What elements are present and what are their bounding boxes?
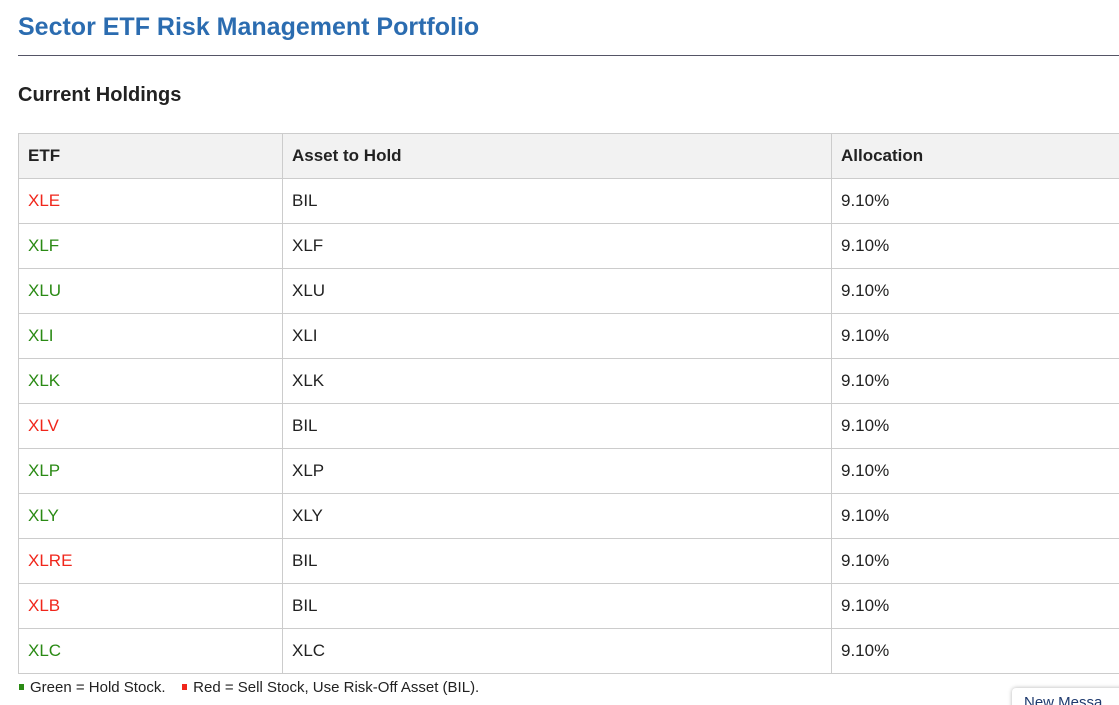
chat-widget-button[interactable]: New Messa xyxy=(1012,688,1119,705)
table-row: XLE BIL 9.10% xyxy=(18,178,1119,224)
header-asset: Asset to Hold xyxy=(282,133,832,179)
table-row: XLP XLP 9.10% xyxy=(18,448,1119,494)
allocation-cell: 9.10% xyxy=(831,178,1119,224)
asset-cell: BIL xyxy=(282,583,832,629)
etf-cell: XLY xyxy=(18,493,283,539)
green-square-icon xyxy=(19,684,24,690)
header-etf: ETF xyxy=(18,133,283,179)
etf-cell: XLI xyxy=(18,313,283,359)
allocation-cell: 9.10% xyxy=(831,403,1119,449)
legend-sell: Red = Sell Stock, Use Risk-Off Asset (BI… xyxy=(193,679,480,696)
table-row: XLY XLY 9.10% xyxy=(18,493,1119,539)
table-row: XLRE BIL 9.10% xyxy=(18,538,1119,584)
red-square-icon xyxy=(182,684,188,690)
asset-cell: XLF xyxy=(282,223,832,269)
asset-cell: XLU xyxy=(282,268,832,314)
asset-cell: BIL xyxy=(282,403,832,449)
allocation-cell: 9.10% xyxy=(831,268,1119,314)
asset-cell: BIL xyxy=(282,178,832,224)
table-row: XLF XLF 9.10% xyxy=(18,223,1119,269)
asset-cell: XLC xyxy=(282,628,832,674)
table-row: XLU XLU 9.10% xyxy=(18,268,1119,314)
table-header-row: ETF Asset to Hold Allocation xyxy=(18,133,1119,179)
allocation-cell: 9.10% xyxy=(831,448,1119,494)
table-row: XLV BIL 9.10% xyxy=(18,403,1119,449)
asset-cell: XLP xyxy=(282,448,832,494)
legend: Green = Hold Stock. Red = Sell Stock, Us… xyxy=(19,679,479,696)
etf-cell: XLU xyxy=(18,268,283,314)
holdings-table: ETF Asset to Hold Allocation XLE BIL 9.10%… xyxy=(18,133,1119,674)
allocation-cell: 9.10% xyxy=(831,313,1119,359)
allocation-cell: 9.10% xyxy=(831,493,1119,539)
table-row: XLC XLC 9.10% xyxy=(18,628,1119,674)
etf-cell: XLP xyxy=(18,448,283,494)
asset-cell: XLI xyxy=(282,313,832,359)
table-row: XLI XLI 9.10% xyxy=(18,313,1119,359)
table-row: XLK XLK 9.10% xyxy=(18,358,1119,404)
legend-hold: Green = Hold Stock. xyxy=(30,679,166,696)
etf-cell: XLE xyxy=(18,178,283,224)
allocation-cell: 9.10% xyxy=(831,628,1119,674)
asset-cell: BIL xyxy=(282,538,832,584)
etf-cell: XLC xyxy=(18,628,283,674)
allocation-cell: 9.10% xyxy=(831,223,1119,269)
etf-cell: XLK xyxy=(18,358,283,404)
chat-widget-label: New Messa xyxy=(1024,694,1103,705)
page-title: Sector ETF Risk Management Portfolio xyxy=(18,13,480,41)
etf-cell: XLF xyxy=(18,223,283,269)
allocation-cell: 9.10% xyxy=(831,583,1119,629)
asset-cell: XLK xyxy=(282,358,832,404)
section-title: Current Holdings xyxy=(18,84,182,106)
header-allocation: Allocation xyxy=(831,133,1119,179)
etf-cell: XLRE xyxy=(18,538,283,584)
allocation-cell: 9.10% xyxy=(831,538,1119,584)
asset-cell: XLY xyxy=(282,493,832,539)
etf-cell: XLV xyxy=(18,403,283,449)
table-row: XLB BIL 9.10% xyxy=(18,583,1119,629)
title-divider xyxy=(18,55,1119,56)
allocation-cell: 9.10% xyxy=(831,358,1119,404)
etf-cell: XLB xyxy=(18,583,283,629)
